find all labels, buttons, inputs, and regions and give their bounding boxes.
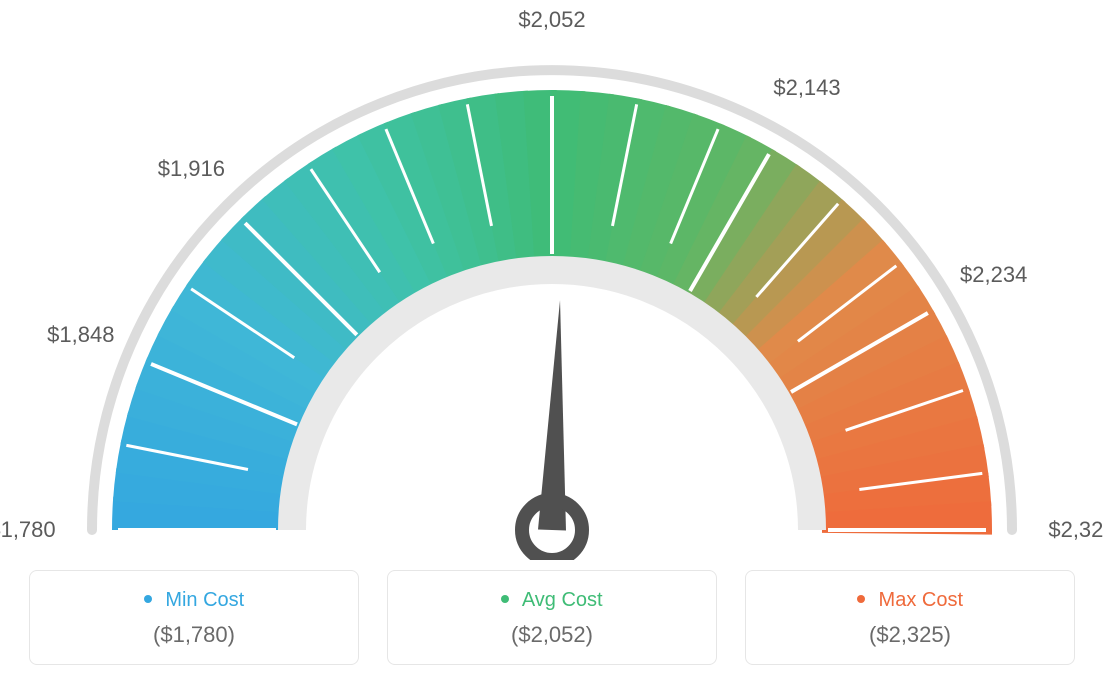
avg-dot-icon xyxy=(501,595,509,603)
max-title-text: Max Cost xyxy=(879,589,963,611)
gauge-tick-label: $1,916 xyxy=(158,156,225,182)
summary-cards: Min Cost ($1,780) Avg Cost ($2,052) Max … xyxy=(20,570,1084,665)
gauge-tick-label: $1,780 xyxy=(0,517,56,543)
gauge-tick-label: $1,848 xyxy=(47,322,114,348)
min-title-text: Min Cost xyxy=(165,589,244,611)
gauge-tick-label: $2,052 xyxy=(518,7,585,33)
gauge-tick-label: $2,325 xyxy=(1048,517,1104,543)
max-cost-card: Max Cost ($2,325) xyxy=(745,570,1075,665)
min-cost-value: ($1,780) xyxy=(40,622,348,648)
gauge-tick-label: $2,234 xyxy=(960,262,1027,288)
gauge-svg xyxy=(22,20,1082,560)
gauge-chart: $1,780$1,848$1,916$2,052$2,143$2,234$2,3… xyxy=(22,20,1082,560)
max-dot-icon xyxy=(857,595,865,603)
max-cost-title: Max Cost xyxy=(756,589,1064,612)
min-dot-icon xyxy=(144,595,152,603)
min-cost-title: Min Cost xyxy=(40,589,348,612)
max-cost-value: ($2,325) xyxy=(756,622,1064,648)
avg-cost-card: Avg Cost ($2,052) xyxy=(387,570,717,665)
avg-title-text: Avg Cost xyxy=(522,589,603,611)
avg-cost-value: ($2,052) xyxy=(398,622,706,648)
min-cost-card: Min Cost ($1,780) xyxy=(29,570,359,665)
gauge-tick-label: $2,143 xyxy=(773,75,840,101)
avg-cost-title: Avg Cost xyxy=(398,589,706,612)
